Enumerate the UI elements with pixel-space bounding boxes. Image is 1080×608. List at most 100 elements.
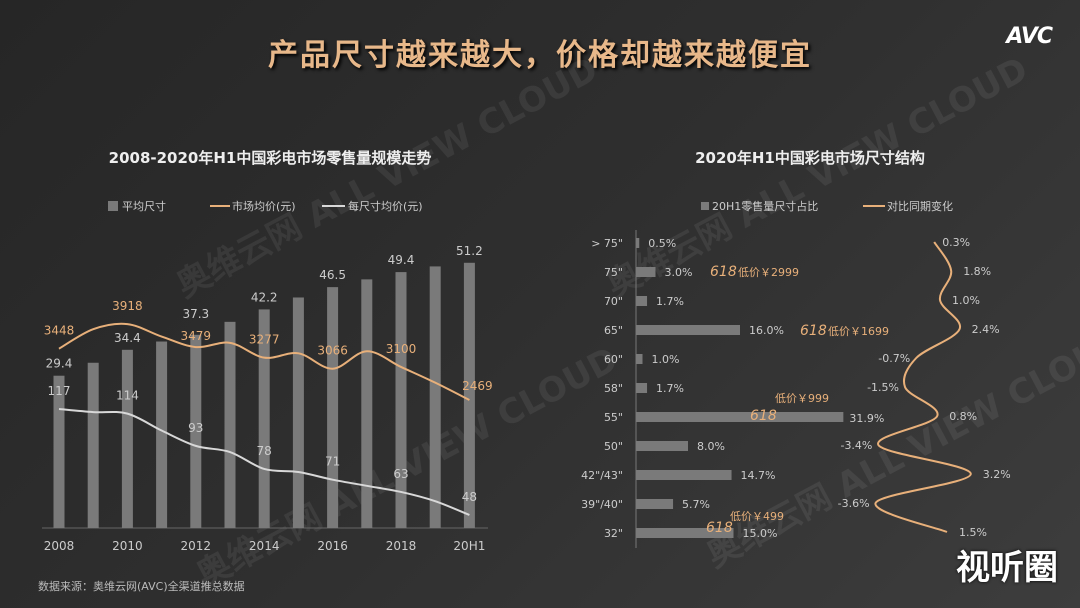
chart-title: 2008-2020年H1中国彩电市场零售量规模走势 [109,149,432,167]
x-tick-label: 2018 [386,539,417,553]
bar [636,441,688,451]
yoy-change-label: 0.3% [942,236,970,249]
yoy-change-label: 3.2% [983,468,1011,481]
y-category-label: 75" [604,266,623,279]
y-category-label: 42"/43" [581,469,623,482]
bar-value-label: 31.9% [849,412,884,425]
bar-value-label: 42.2 [251,290,278,304]
market-price-label: 3277 [249,333,280,347]
bar [636,412,844,422]
bar-value-label: 37.3 [182,307,209,321]
promo-price-label: 低价￥499 [730,510,784,523]
bar [636,528,734,538]
bar [636,267,656,277]
brand-mark: 视听圈 [956,548,1058,588]
x-tick-label: 20H1 [453,539,485,553]
y-category-label: 65" [604,324,623,337]
promo-618-badge: 618 [710,264,737,280]
bar-value-label: 8.0% [697,440,725,453]
bar [636,470,732,480]
bar [395,272,407,528]
y-category-label: 39"/40" [581,498,623,511]
per-inch-price-line [58,408,470,516]
bar-value-label: 51.2 [456,244,483,258]
bar [87,362,99,528]
promo-price-label: 低价￥2999 [738,266,799,279]
legend-label: 对比同期变化 [887,199,953,213]
bar [361,279,373,528]
bar [636,238,640,248]
avc-logo: AVC [1006,24,1053,49]
per-inch-price-label: 63 [393,467,408,481]
bar-value-label: 29.4 [46,357,73,371]
y-category-label: 32" [604,527,623,540]
yoy-change-line [874,241,972,533]
promo-price-label: 低价￥999 [775,392,829,405]
bar [636,499,674,509]
legend-bar-swatch [108,201,118,211]
per-inch-price-label: 71 [325,455,340,469]
bar-value-label: 1.0% [652,353,680,366]
bar [636,354,643,364]
promo-price-label: 低价￥1699 [828,325,889,338]
bar-value-label: 0.5% [648,237,676,250]
x-tick-label: 2010 [112,539,143,553]
bar [636,383,648,393]
bar [463,262,475,528]
yoy-change-label: 2.4% [972,323,1000,336]
data-source-note: 数据来源：奥维云网(AVC)全渠道推总数据 [38,580,245,593]
market-price-label: 2469 [462,379,493,393]
market-price-label: 3918 [112,299,143,313]
market-price-label: 3100 [386,342,417,356]
bar [121,349,133,528]
bar-value-label: 14.7% [741,469,776,482]
y-category-label: 55" [604,411,623,424]
yoy-change-label: -0.7% [878,352,910,365]
market-price-label: 3479 [181,329,212,343]
chart-title: 2020年H1中国彩电市场尺寸结构 [695,149,925,167]
bar [258,309,270,528]
x-tick-label: 2014 [249,539,280,553]
per-inch-price-label: 78 [257,444,272,458]
market-price-label: 3448 [44,324,75,338]
legend-label: 每尺寸均价(元) [348,199,423,213]
legend-label: 市场均价(元) [232,199,296,213]
legend-label: 20H1零售量尺寸占比 [712,199,818,213]
bar [292,297,304,528]
legend-bar-swatch [701,202,709,210]
bar-value-label: 34.4 [114,331,141,345]
bar-value-label: 1.7% [656,382,684,395]
bar-value-label: 3.0% [665,266,693,279]
x-tick-label: 2012 [181,539,212,553]
per-inch-price-label: 114 [116,389,139,403]
page-title: 产品尺寸越来越大，价格却越来越便宜 [268,38,812,73]
per-inch-price-label: 93 [188,421,203,435]
bar [190,334,202,528]
y-category-label: 70" [604,295,623,308]
bar [327,287,339,528]
promo-618-badge: 618 [800,323,827,339]
y-category-label: 60" [604,353,623,366]
promo-618-badge: 618 [750,408,777,424]
bar [636,325,740,335]
bar-value-label: 16.0% [749,324,784,337]
bar [429,266,441,528]
legend-label: 平均尺寸 [122,199,166,213]
bar-value-label: 46.5 [319,268,346,282]
yoy-change-label: -3.4% [840,439,872,452]
bar-value-label: 49.4 [388,253,415,267]
yoy-change-label: 1.8% [963,265,991,278]
bar-value-label: 1.7% [656,295,684,308]
bar [224,321,236,528]
yoy-change-label: 1.5% [959,526,987,539]
market-price-line [58,322,470,401]
yoy-change-label: 0.8% [949,410,977,423]
bar [156,341,168,528]
y-category-label: 50" [604,440,623,453]
x-tick-label: 2008 [44,539,75,553]
yoy-change-label: 1.0% [952,294,980,307]
promo-618-badge: 618 [706,520,733,536]
bar [53,375,65,528]
x-tick-label: 2016 [317,539,348,553]
